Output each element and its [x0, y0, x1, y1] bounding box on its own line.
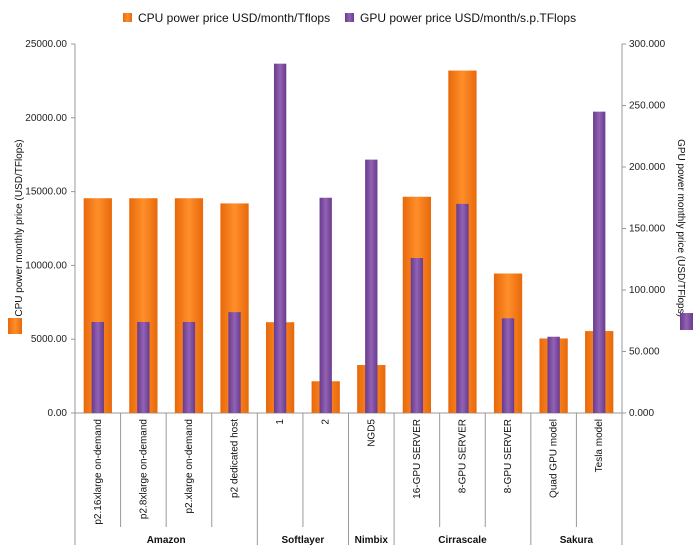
y-right-tick-label: 150.000	[629, 224, 666, 235]
cpu-bars	[83, 70, 614, 414]
gpu-bar	[319, 197, 332, 413]
gpu-bar	[547, 336, 560, 413]
category-label: Quad GPU model	[549, 419, 560, 498]
y-left-tick-label: 0.00	[48, 408, 68, 419]
category-label: NGD5	[366, 419, 377, 447]
group-label: Nimbix	[355, 535, 389, 545]
gpu-bar	[273, 63, 287, 414]
y-right-tick-label: 250.000	[629, 101, 666, 112]
category-label: 16-GPU SERVER	[412, 419, 423, 499]
y-left-tick-label: 15000.00	[25, 187, 67, 198]
y-right-tick-label: 50.000	[629, 347, 660, 358]
gpu-bar	[501, 318, 515, 413]
group-label: Sakura	[560, 535, 594, 545]
category-label: Tesla model	[594, 419, 605, 472]
gpu-bar	[365, 159, 378, 413]
gpu-bar	[410, 258, 424, 413]
legend-label-cpu: CPU power price USD/month/Tflops	[138, 11, 330, 25]
legend-label-gpu: GPU power price USD/month/s.p.TFlops	[360, 11, 576, 25]
category-label: 1	[275, 419, 286, 425]
y-left-tick-label: 25000.00	[25, 39, 67, 50]
gpu-bar	[456, 203, 469, 413]
category-label: p2.8xlarge on-demand	[138, 419, 149, 519]
axes: 0.00 5000.00 10000.00 15000.00 20000.00 25000…	[25, 39, 665, 419]
y-right-tick-label: 300.000	[629, 39, 666, 50]
y-left-tick-label: 10000.00	[25, 260, 67, 271]
category-label: p2.16xlarge on-demand	[93, 419, 104, 525]
legend: CPU power price USD/month/Tflops GPU pow…	[123, 11, 576, 25]
y-left-tick-label: 5000.00	[31, 334, 68, 345]
category-label: 2	[321, 419, 332, 425]
y-right-axis-label: GPU power monthly price (USD/TFlops)	[675, 139, 686, 317]
legend-swatch-gpu	[345, 13, 354, 22]
category-labels: p2.16xlarge on-demand p2.8xlarge on-deman…	[93, 419, 605, 525]
category-label: 8-GPU SERVER	[457, 419, 468, 493]
gpu-bar	[91, 321, 104, 413]
y-right-legend-marker	[680, 313, 693, 330]
gpu-bar	[137, 321, 150, 413]
category-label: p2 dedicated host	[230, 419, 241, 498]
y-left-legend-marker	[8, 318, 22, 334]
gpu-bar	[182, 321, 196, 413]
group-labels: Amazon Softlayer Nimbix Cirrascale Sakura	[74, 413, 623, 545]
gpu-bars	[91, 63, 606, 414]
gpu-bar	[228, 312, 241, 413]
y-right-tick-label: 0.000	[629, 408, 654, 419]
y-left-axis-label: CPU power monthly price (USD/TFlops)	[14, 139, 25, 316]
group-label: Cirrascale	[438, 535, 487, 545]
legend-swatch-cpu	[123, 13, 132, 22]
y-left-tick-label: 20000.00	[25, 113, 67, 124]
y-right-tick-label: 100.000	[629, 285, 666, 296]
y-right-tick-label: 200.000	[629, 162, 666, 173]
group-label: Amazon	[147, 535, 186, 545]
category-label: 8-GPU SERVER	[503, 419, 514, 493]
category-label: p2.xlarge on-demand	[184, 419, 195, 514]
gpu-bar	[593, 111, 606, 414]
group-label: Softlayer	[282, 535, 325, 545]
